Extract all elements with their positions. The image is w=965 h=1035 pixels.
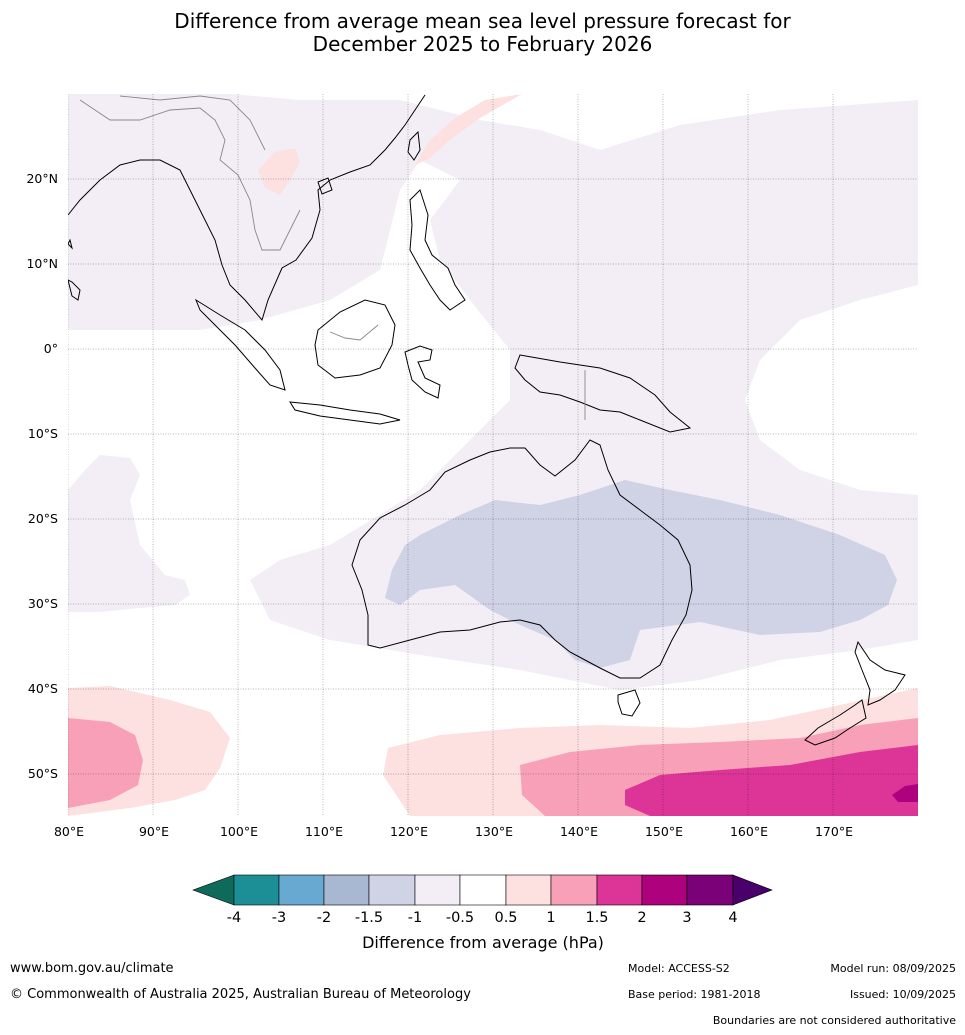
lat-label-0: 0° [44,341,58,356]
map-title: Difference from average mean sea level p… [0,10,965,56]
china-border [119,95,266,151]
lon-label-90e: 90°E [139,824,169,839]
colorbar-seg-4 [368,874,416,906]
australia-coast [351,439,693,679]
borneo-border [329,324,379,341]
colorbar-seg-10 [641,874,688,906]
java-coast [289,401,401,425]
lat-label-10s: 10°S [28,426,58,441]
colorbar-tick: -0.5 [446,910,474,926]
philippines-coast [409,189,466,311]
longitude-labels: 80°E 90°E 100°E 110°E 120°E 130°E 140°E … [54,824,853,839]
lon-label-160e: 160°E [730,824,768,839]
colorbar-tick: 2 [637,910,646,926]
footer-issued: Issued: 10/09/2025 [849,988,956,1001]
colorbar-tick: -2 [317,910,331,926]
colorbar-tick: -1.5 [355,910,383,926]
colorbar-seg-8 [550,874,598,906]
colorbar-seg-7 [505,874,552,906]
colorbar-seg-3 [323,874,370,906]
lat-label-40s: 40°S [28,681,58,696]
colorbar-tick: -4 [227,910,241,926]
lon-label-110e: 110°E [305,824,343,839]
lon-label-150e: 150°E [645,824,683,839]
colorbar-tick: 1.5 [585,910,608,926]
colorbar-label: Difference from average (hPa) [362,933,604,952]
colorbar-seg-11 [686,874,734,906]
colorbar-ticks: -4 -3 -2 -1.5 -1 -0.5 0.5 1 1.5 2 3 4 [227,910,738,926]
colorbar-seg-5 [414,874,461,906]
colorbar-tick: -3 [272,910,286,926]
anomaly-neutral-east [760,290,918,490]
lon-label-80e: 80°E [54,824,84,839]
colorbar [192,874,773,906]
colorbar-tick: 1 [546,910,555,926]
colorbar-tick: 4 [728,910,737,926]
colorbar-seg-2 [278,874,325,906]
anomaly-light-lavender-west [68,455,190,612]
sri-lanka-coast [68,238,73,250]
colorbar-seg-1 [233,874,280,906]
colorbar-seg-12 [732,874,773,906]
title-line-2: December 2025 to February 2026 [312,32,653,56]
mainland-se-asia-borders [79,99,301,251]
new-zealand-north [854,640,906,706]
colorbar-tick: 3 [682,910,691,926]
lat-label-20n: 20°N [26,171,58,186]
anomaly-pink-southwest-inner [68,718,143,808]
footer-website[interactable]: www.bom.gov.au/climate [10,961,174,976]
borneo-coast [314,299,396,379]
lon-label-120e: 120°E [390,824,428,839]
sumatra-coast [194,298,286,391]
footer-disclaimer: Boundaries are not considered authoritat… [712,1014,956,1027]
anomaly-pink-northeast [415,94,522,165]
asia-mainland-coast [68,94,426,322]
anomaly-pink-vietnam [258,148,300,195]
lat-label-20s: 20°S [28,511,58,526]
anomaly-purple-south [892,784,918,802]
colorbar-seg-6 [459,874,507,906]
new-zealand-south [804,699,867,746]
map-panel [68,94,918,816]
lon-label-100e: 100°E [220,824,258,839]
india-coast [68,279,81,301]
title-line-1: Difference from average mean sea level p… [174,9,791,33]
tasmania-coast [617,689,641,717]
latitude-labels: 20°N 10°N 0° 10°S 20°S 30°S 40°S 50°S [26,171,58,781]
coastlines [68,94,906,746]
lon-label-130e: 130°E [475,824,513,839]
footer-model: Model: ACCESS-S2 [628,962,730,975]
sulawesi-coast [404,345,441,399]
anomaly-magenta-south [625,745,918,816]
colorbar-tick: -1 [408,910,422,926]
country-boundaries [79,95,586,420]
footer-base-period: Base period: 1981-2018 [628,988,761,1001]
lat-label-10n: 10°N [26,256,58,271]
taiwan-coast [407,130,421,161]
graticule [68,94,918,816]
colorbar-tick: 0.5 [494,910,517,926]
lat-label-30s: 30°S [28,596,58,611]
new-guinea-coast [514,354,692,433]
colorbar-seg-9 [596,874,643,906]
hainan-coast [317,177,333,195]
footer-copyright: © Commonwealth of Australia 2025, Austra… [10,987,471,1002]
lon-label-170e: 170°E [815,824,853,839]
lon-label-140e: 140°E [560,824,598,839]
anomaly-fill [68,94,918,816]
lat-label-50s: 50°S [28,766,58,781]
footer-model-run: Model run: 08/09/2025 [830,962,956,975]
colorbar-seg-0 [192,874,235,906]
